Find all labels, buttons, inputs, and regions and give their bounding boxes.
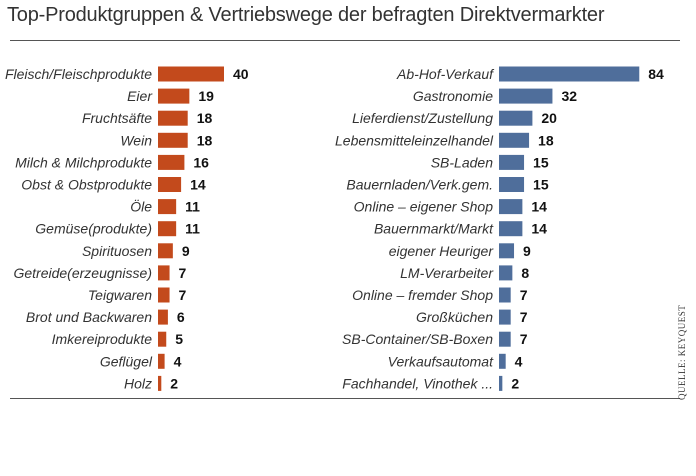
channel-value-label: 15 xyxy=(533,154,549,170)
channel-category-label: Lebensmitteleinzelhandel xyxy=(335,132,494,148)
product-bar xyxy=(158,177,182,192)
channel-value-label: 32 xyxy=(561,88,577,104)
product-category-label: Brot und Backwaren xyxy=(26,309,152,325)
channel-value-label: 14 xyxy=(531,221,547,237)
channel-value-label: 9 xyxy=(523,243,531,259)
product-value-label: 19 xyxy=(198,88,214,104)
chart-title: Top-Produktgruppen & Vertriebswege der b… xyxy=(7,4,605,26)
product-category-label: Holz xyxy=(124,375,152,391)
product-bar xyxy=(158,88,190,104)
product-bar xyxy=(158,309,168,325)
product-category-label: Gemüse(produkte) xyxy=(35,221,152,237)
product-value-label: 4 xyxy=(174,353,182,369)
product-value-label: 5 xyxy=(175,331,183,347)
product-category-label: Milch & Milchprodukte xyxy=(15,154,152,170)
product-bar xyxy=(158,375,162,391)
product-value-label: 9 xyxy=(182,243,190,259)
product-category-label: Obst & Obstprodukte xyxy=(21,177,152,193)
channel-category-label: Verkaufsautomat xyxy=(388,353,494,369)
product-bar xyxy=(158,331,167,347)
product-category-label: Fruchtsäfte xyxy=(82,110,152,126)
top-rule xyxy=(10,40,680,41)
channel-bar xyxy=(499,331,511,347)
product-value-label: 40 xyxy=(233,66,249,82)
product-value-label: 7 xyxy=(179,265,187,281)
channel-category-label: Lieferdienst/Zustellung xyxy=(352,110,493,126)
channel-category-label: eigener Heuriger xyxy=(389,243,495,259)
product-value-label: 16 xyxy=(193,154,209,170)
channel-category-label: Online – fremder Shop xyxy=(352,287,493,303)
channel-bar xyxy=(499,243,515,259)
channel-value-label: 15 xyxy=(533,177,549,193)
channel-bar xyxy=(499,287,511,303)
channel-bar xyxy=(499,221,523,237)
product-bar xyxy=(158,66,224,82)
product-value-label: 11 xyxy=(185,221,200,237)
product-category-label: Imkereiprodukte xyxy=(52,331,153,347)
product-bar xyxy=(158,221,177,237)
product-bar xyxy=(158,287,170,303)
product-value-label: 18 xyxy=(197,110,213,126)
channel-category-label: Ab-Hof-Verkauf xyxy=(396,66,495,82)
channel-bar xyxy=(499,110,533,126)
product-category-label: Spirituosen xyxy=(82,243,152,259)
channel-bar xyxy=(499,154,525,170)
channel-value-label: 14 xyxy=(531,199,547,215)
product-groups-chart: Fleisch/Fleischprodukte 40 Eier 19 Fruchtsäf… xyxy=(5,66,249,391)
product-bar xyxy=(158,154,185,170)
product-value-label: 7 xyxy=(179,287,187,303)
product-category-label: Öle xyxy=(130,198,152,215)
product-value-label: 14 xyxy=(190,177,206,193)
product-category-label: Getreide(erzeugnisse) xyxy=(13,265,152,281)
product-bar xyxy=(158,353,165,369)
product-bar xyxy=(158,199,177,215)
channel-value-label: 8 xyxy=(521,265,529,281)
channel-bar xyxy=(499,66,640,82)
channel-value-label: 4 xyxy=(515,353,523,369)
product-category-label: Wein xyxy=(120,132,152,148)
product-bar xyxy=(158,243,173,259)
channel-value-label: 7 xyxy=(520,287,528,303)
channel-value-label: 7 xyxy=(520,331,528,347)
channel-category-label: Bauernmarkt/Markt xyxy=(374,221,494,237)
product-bar xyxy=(158,110,188,126)
channel-bar xyxy=(499,309,511,325)
product-category-label: Fleisch/Fleischprodukte xyxy=(5,66,152,82)
channel-bar xyxy=(499,177,525,192)
channel-category-label: Großküchen xyxy=(416,309,493,325)
channel-bar xyxy=(499,88,553,104)
product-category-label: Eier xyxy=(127,88,153,104)
product-category-label: Geflügel xyxy=(100,353,153,369)
channel-category-label: Bauernladen/Verk.gem. xyxy=(346,177,493,193)
channel-category-label: LM-Verarbeiter xyxy=(400,265,494,281)
channel-category-label: Gastronomie xyxy=(413,88,493,104)
channel-value-label: 20 xyxy=(541,110,557,126)
channel-value-label: 7 xyxy=(520,309,528,325)
channel-bar xyxy=(499,199,523,215)
product-category-label: Teigwaren xyxy=(88,287,152,303)
channel-category-label: Fachhandel, Vinothek ... xyxy=(342,375,493,391)
bottom-rule xyxy=(10,398,680,399)
channel-value-label: 18 xyxy=(538,132,554,148)
product-value-label: 18 xyxy=(197,132,213,148)
channel-category-label: SB-Laden xyxy=(431,154,493,170)
channel-bar xyxy=(499,265,513,281)
product-value-label: 2 xyxy=(170,375,178,391)
source-note: QUELLE: KEYQUEST xyxy=(677,304,687,400)
channel-bar xyxy=(499,375,503,391)
channel-bar xyxy=(499,132,530,148)
channel-value-label: 84 xyxy=(648,66,664,82)
product-bar xyxy=(158,132,188,148)
product-value-label: 11 xyxy=(185,199,200,215)
product-value-label: 6 xyxy=(177,309,185,325)
channel-bar xyxy=(499,353,506,369)
channel-value-label: 2 xyxy=(511,375,519,391)
channel-category-label: Online – eigener Shop xyxy=(354,199,494,215)
product-bar xyxy=(158,265,170,281)
channel-category-label: SB-Container/SB-Boxen xyxy=(342,331,493,347)
